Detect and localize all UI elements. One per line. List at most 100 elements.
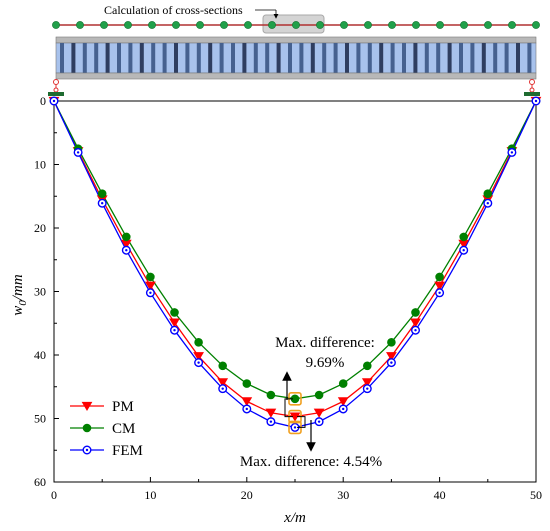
point-cm: [146, 272, 155, 282]
section-dots: [52, 21, 540, 29]
beam-rib: [413, 43, 418, 73]
point-pm: [337, 397, 349, 407]
x-tick-label: 40: [434, 488, 446, 502]
x-tick-label: 50: [530, 488, 542, 502]
x-axis-label: x/m: [283, 510, 306, 526]
axis-ticks: 0 10 20 30 40 50 0 10 20 30 40 50 60: [34, 94, 542, 502]
beam-rib: [436, 43, 441, 73]
beam-web: [55, 42, 537, 74]
point-fem-center: [76, 151, 80, 154]
y-tick-label: 0: [40, 94, 46, 108]
point-fem-center: [534, 99, 538, 103]
section-dot: [460, 21, 468, 29]
series-line-fem: [53, 100, 537, 429]
point-fem-center: [245, 407, 248, 411]
beam-rib: [71, 43, 76, 73]
point-pm: [217, 378, 229, 388]
point-fem-center: [101, 202, 104, 205]
point-cm: [314, 390, 324, 400]
point-fem-center: [221, 387, 224, 390]
x-tick-label: 10: [144, 488, 156, 502]
beam-rib: [516, 43, 520, 73]
point-cm: [97, 189, 107, 199]
beam-rib: [253, 43, 258, 73]
point-fem-center: [438, 291, 441, 294]
point-cm: [363, 361, 372, 371]
beam-rib: [82, 43, 87, 73]
point-cm: [194, 338, 203, 347]
beam-rib: [367, 43, 372, 73]
beam-rib: [60, 43, 64, 73]
point-fem-center: [510, 151, 514, 154]
point-fem-center: [366, 387, 369, 390]
section-dot: [148, 21, 156, 29]
legend-marker-pm: [81, 401, 93, 412]
annotation-upper-line2: 9.69%: [306, 355, 345, 371]
beam-bottom-flange: [55, 72, 537, 80]
point-fem-center: [269, 420, 273, 423]
point-cm: [122, 232, 131, 242]
beam-rib: [231, 43, 235, 73]
beam-rib: [481, 43, 486, 73]
legend-marker-cm: [82, 423, 92, 433]
legend-marker-fem-center: [85, 448, 89, 452]
beam-rib: [151, 43, 156, 73]
point-pm: [145, 281, 156, 291]
annotation-lower-text: Max. difference: 4.54%: [240, 454, 382, 470]
annotation-upper-line1: Max. difference:: [275, 335, 375, 351]
point-pm: [193, 352, 204, 362]
beam-rib: [310, 43, 315, 73]
point-pm: [361, 378, 373, 388]
y-tick-label: 10: [34, 158, 46, 172]
section-dot: [412, 21, 420, 29]
beam-rib: [299, 43, 304, 73]
section-dot: [364, 21, 372, 29]
point-fem-center: [52, 99, 56, 103]
y-tick-label: 40: [34, 348, 46, 362]
series-markers: [48, 96, 542, 432]
beam-rib: [219, 43, 224, 73]
point-pm: [386, 352, 397, 362]
beam-rib: [185, 43, 190, 73]
beam-rib: [196, 43, 201, 73]
beam-ribs: [60, 43, 532, 73]
point-fem-center: [317, 420, 321, 423]
beam-rib: [174, 43, 178, 73]
point-fem-center: [390, 361, 393, 364]
section-dot: [268, 21, 276, 29]
point-fem-center: [486, 202, 489, 205]
legend: PM CM FEM: [70, 399, 143, 459]
point-cm: [411, 308, 420, 317]
point-cm: [459, 232, 469, 242]
beam-rib: [459, 43, 463, 73]
section-dot: [220, 21, 228, 29]
point-pm: [241, 397, 253, 407]
point-cm: [170, 308, 179, 317]
section-dot: [340, 21, 348, 29]
section-dot: [52, 21, 60, 29]
beam-rib: [379, 43, 384, 73]
section-dot: [172, 21, 180, 29]
y-tick-label: 50: [34, 412, 46, 426]
beam-rib: [265, 43, 270, 73]
point-pm: [313, 408, 325, 418]
point-fem-center: [125, 249, 128, 252]
point-cm: [242, 379, 252, 388]
beam-top-flange: [55, 36, 537, 44]
point-fem-center: [414, 329, 417, 332]
beam: [55, 36, 537, 80]
x-tick-label: 20: [241, 488, 253, 502]
y-tick-label: 20: [34, 221, 46, 235]
x-tick-label: 30: [337, 488, 349, 502]
x-tick-label: 0: [51, 488, 57, 502]
beam-rib: [162, 43, 167, 73]
section-dot: [532, 21, 540, 29]
difference-bracket: [284, 398, 306, 428]
point-fem-center: [342, 407, 345, 411]
bracket-left: [284, 398, 293, 418]
section-dot: [76, 21, 84, 29]
series-lines: [53, 100, 537, 429]
annotation-upper: Max. difference: 9.69%: [275, 335, 375, 400]
point-pm: [169, 318, 180, 328]
beam-rib: [424, 43, 429, 73]
